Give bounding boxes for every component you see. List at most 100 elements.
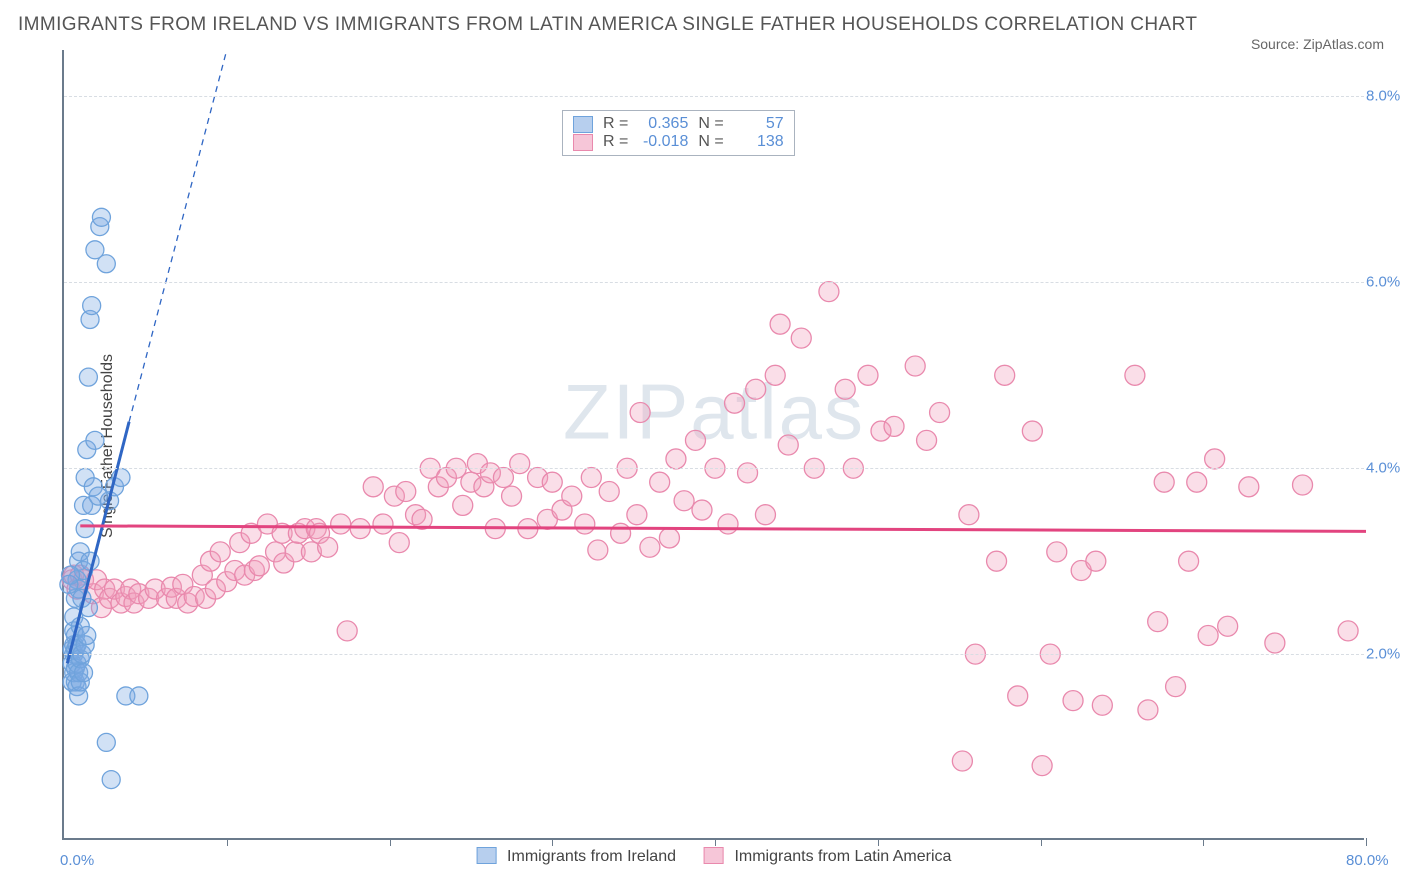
point-latin-america <box>1265 633 1285 653</box>
y-tick-label: 6.0% <box>1366 274 1406 291</box>
point-latin-america <box>350 519 370 539</box>
point-latin-america <box>1179 551 1199 571</box>
series-legend: Immigrants from Ireland Immigrants from … <box>477 839 952 866</box>
point-latin-america <box>493 468 513 488</box>
gridline <box>64 654 1364 655</box>
point-latin-america <box>659 528 679 548</box>
point-latin-america <box>337 621 357 641</box>
point-latin-america <box>692 500 712 520</box>
point-ireland <box>97 255 115 273</box>
r-value-latin-america: -0.018 <box>638 133 688 151</box>
trendline-ireland-extension <box>129 50 227 422</box>
point-latin-america <box>331 514 351 534</box>
point-latin-america <box>1338 621 1358 641</box>
point-latin-america <box>835 379 855 399</box>
point-latin-america <box>1086 551 1106 571</box>
point-ireland <box>92 208 110 226</box>
point-latin-america <box>685 430 705 450</box>
point-ireland <box>76 520 94 538</box>
point-latin-america <box>373 514 393 534</box>
point-latin-america <box>917 430 937 450</box>
plot-area: ZIPatlas R = 0.365 N = 57 R = -0.018 N =… <box>62 50 1364 840</box>
point-latin-america <box>1205 449 1225 469</box>
point-latin-america <box>389 533 409 553</box>
point-latin-america <box>1218 616 1238 636</box>
point-latin-america <box>1239 477 1259 497</box>
x-tick <box>715 838 716 846</box>
gridline <box>64 282 1364 283</box>
correlation-row-ireland: R = 0.365 N = 57 <box>573 115 784 133</box>
point-latin-america <box>819 282 839 302</box>
n-value-latin-america: 138 <box>734 133 784 151</box>
y-tick-label: 4.0% <box>1366 460 1406 477</box>
correlation-legend: R = 0.365 N = 57 R = -0.018 N = 138 <box>562 110 795 156</box>
n-value-ireland: 57 <box>734 115 784 133</box>
point-latin-america <box>630 402 650 422</box>
point-latin-america <box>725 393 745 413</box>
point-latin-america <box>1187 472 1207 492</box>
point-latin-america <box>987 551 1007 571</box>
point-latin-america <box>562 486 582 506</box>
point-ireland <box>83 297 101 315</box>
point-latin-america <box>588 540 608 560</box>
point-latin-america <box>1063 691 1083 711</box>
point-latin-america <box>791 328 811 348</box>
x-tick <box>1203 838 1204 846</box>
point-latin-america <box>1138 700 1158 720</box>
swatch-ireland <box>573 116 593 133</box>
point-latin-america <box>778 435 798 455</box>
n-label: N = <box>698 133 723 151</box>
point-latin-america <box>1148 612 1168 632</box>
point-latin-america <box>1293 475 1313 495</box>
point-ireland <box>79 368 97 386</box>
point-latin-america <box>1032 756 1052 776</box>
point-latin-america <box>650 472 670 492</box>
point-latin-america <box>542 472 562 492</box>
point-latin-america <box>1154 472 1174 492</box>
point-latin-america <box>765 365 785 385</box>
point-latin-america <box>666 449 686 469</box>
x-axis-max-label: 80.0% <box>1346 852 1389 869</box>
point-latin-america <box>510 454 530 474</box>
swatch-latin-america <box>573 134 593 151</box>
point-latin-america <box>1092 695 1112 715</box>
r-label: R = <box>603 115 628 133</box>
legend-item-latin-america: Immigrants from Latin America <box>704 847 951 866</box>
point-latin-america <box>318 537 338 557</box>
point-latin-america <box>930 402 950 422</box>
point-latin-america <box>1008 686 1028 706</box>
point-latin-america <box>1022 421 1042 441</box>
point-latin-america <box>363 477 383 497</box>
point-latin-america <box>995 365 1015 385</box>
point-latin-america <box>905 356 925 376</box>
legend-swatch-latin-america <box>704 847 724 864</box>
point-ireland <box>78 627 96 645</box>
chart-svg <box>64 50 1364 838</box>
gridline <box>64 468 1364 469</box>
chart-title: IMMIGRANTS FROM IRELAND VS IMMIGRANTS FR… <box>18 14 1197 36</box>
y-tick-label: 2.0% <box>1366 646 1406 663</box>
legend-item-ireland: Immigrants from Ireland <box>477 847 676 866</box>
point-latin-america <box>738 463 758 483</box>
point-latin-america <box>858 365 878 385</box>
point-latin-america <box>1198 626 1218 646</box>
trendline-ireland <box>67 422 129 664</box>
point-latin-america <box>1047 542 1067 562</box>
point-latin-america <box>746 379 766 399</box>
point-latin-america <box>249 556 269 576</box>
point-ireland <box>102 771 120 789</box>
point-ireland <box>86 431 104 449</box>
point-latin-america <box>627 505 647 525</box>
point-latin-america <box>1166 677 1186 697</box>
point-ireland <box>75 664 93 682</box>
point-ireland <box>97 733 115 751</box>
point-ireland <box>60 575 78 593</box>
x-axis-min-label: 0.0% <box>60 852 94 869</box>
r-value-ireland: 0.365 <box>638 115 688 133</box>
correlation-row-latin-america: R = -0.018 N = 138 <box>573 133 784 151</box>
point-latin-america <box>611 523 631 543</box>
point-latin-america <box>581 468 601 488</box>
x-tick <box>1041 838 1042 846</box>
x-tick <box>1366 838 1367 846</box>
point-latin-america <box>210 542 230 562</box>
